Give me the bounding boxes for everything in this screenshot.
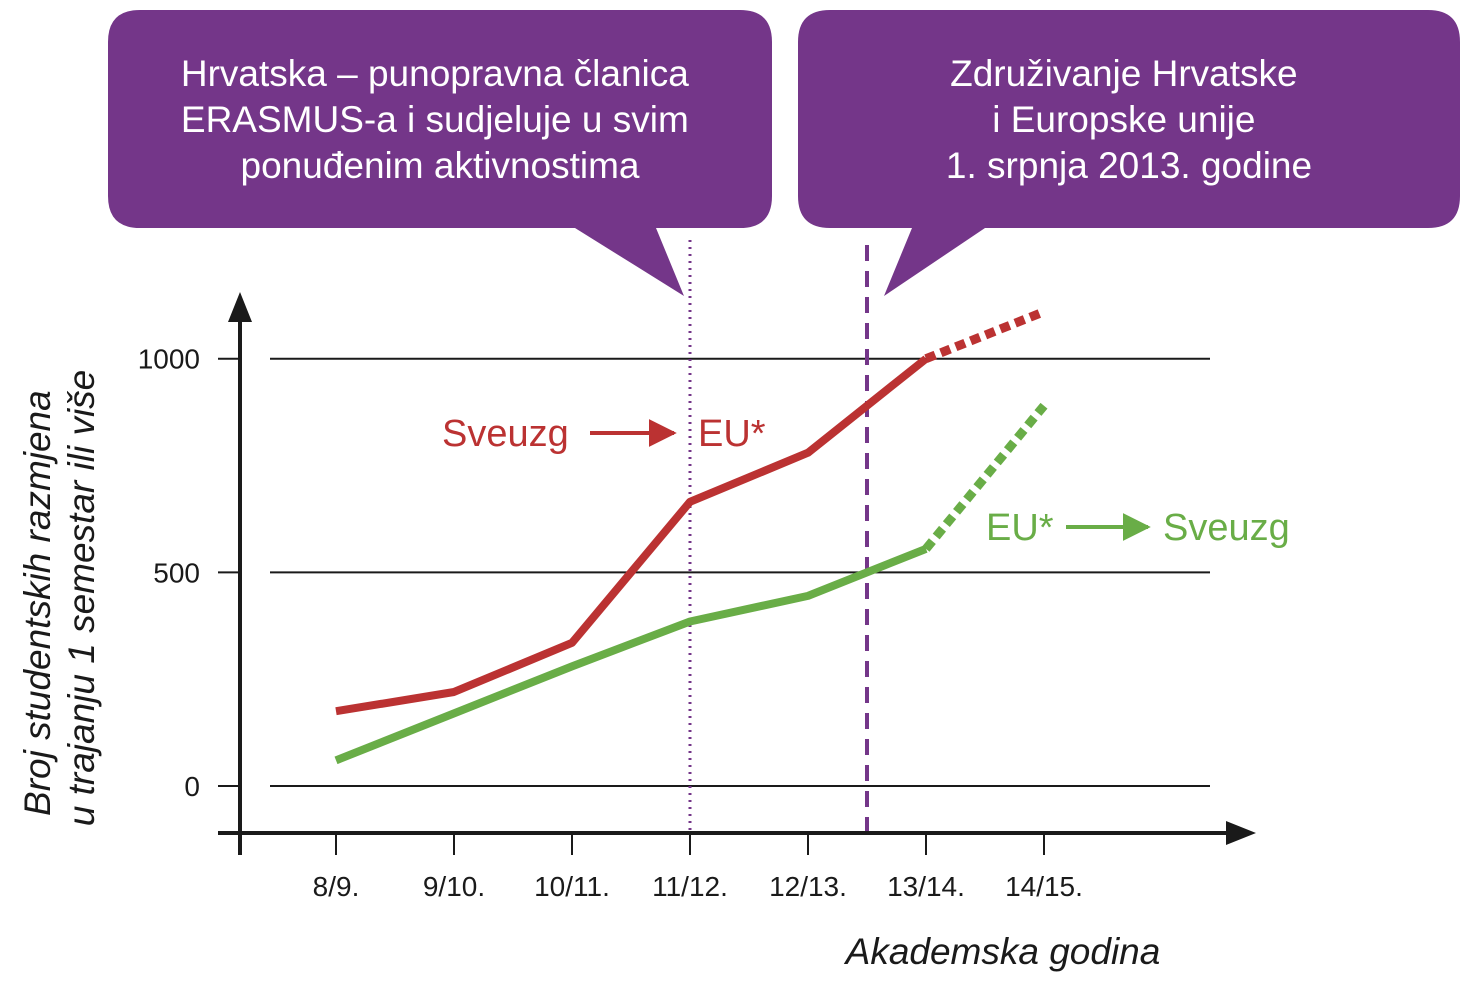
y-axis-title: Broj studentskih razmjena u trajanju 1 s…	[17, 370, 102, 827]
x-tick-label-6: 14/15.	[1005, 871, 1083, 902]
y-tick-label-500: 500	[153, 557, 200, 588]
annotation-outgoing-to: EU*	[698, 413, 766, 455]
y-axis-title-line-2: u trajanju 1 semestar ili više	[61, 370, 102, 827]
x-tick-label-0: 8/9.	[313, 871, 360, 902]
callout-right-line-3: 1. srpnja 2013. godine	[946, 145, 1312, 186]
callout-left-line-3: ponuđenim aktivnostima	[241, 145, 640, 186]
callout-right-line-1: Združivanje Hrvatske	[950, 53, 1298, 94]
series-0-projection	[924, 307, 1046, 363]
y-axis-arrowhead	[228, 292, 252, 322]
callout-left-line-2: ERASMUS-a i sudjeluje u svim	[181, 99, 689, 140]
callout-right-line-2: i Europske unije	[992, 99, 1255, 140]
x-tick-label-5: 13/14.	[887, 871, 965, 902]
axes	[218, 292, 1256, 855]
callout-left-line-1: Hrvatska – punopravna članica	[181, 53, 689, 94]
y-axis-title-line-1: Broj studentskih razmjena	[17, 390, 58, 816]
y-tick-label-1000: 1000	[138, 344, 200, 375]
series-1-line	[334, 545, 928, 765]
callout-left-shape	[108, 10, 772, 296]
callout-right-shape	[798, 10, 1460, 296]
x-tick-label-1: 9/10.	[423, 871, 485, 902]
annotation-outgoing: Sveuzg EU*	[442, 413, 766, 455]
annotation-incoming-from: EU*	[986, 507, 1054, 549]
svg-text:Hrvatska – punopravna članica: Hrvatska – punopravna članica ERASMUS-a …	[181, 53, 699, 186]
y-tick-label-0: 0	[184, 771, 200, 802]
svg-text:Združivanje Hrvatske i E: Združivanje Hrvatske i Europske unije 1.…	[946, 53, 1312, 186]
x-tick-label-4: 12/13.	[769, 871, 847, 902]
x-axis-title: Akademska godina	[844, 931, 1161, 972]
callout-right: Združivanje Hrvatske i Europske unije 1.…	[798, 10, 1460, 296]
callout-left: Hrvatska – punopravna članica ERASMUS-a …	[108, 10, 772, 296]
x-ticks: 8/9. 9/10. 10/11. 11/12. 12/13. 13/14. 14/15.	[313, 833, 1083, 902]
x-tick-label-2: 10/11.	[534, 871, 610, 902]
gridlines	[270, 357, 1210, 787]
series-lines	[334, 307, 1048, 765]
annotation-incoming-to: Sveuzg	[1163, 507, 1290, 549]
annotation-outgoing-from: Sveuzg	[442, 413, 569, 455]
annotation-incoming: EU* Sveuzg	[986, 507, 1290, 549]
x-tick-label-3: 11/12.	[652, 871, 728, 902]
y-ticks: 0 500 1000	[138, 344, 240, 802]
event-markers	[688, 240, 869, 833]
series-0-line	[335, 355, 929, 716]
x-axis-arrowhead	[1226, 821, 1256, 845]
